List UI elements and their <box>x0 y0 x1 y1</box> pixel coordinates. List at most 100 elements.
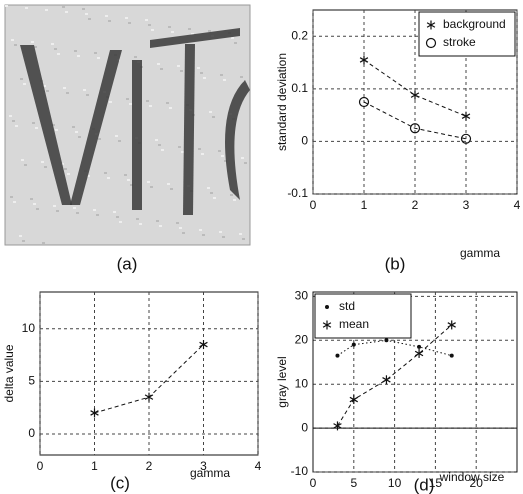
legend-box <box>314 293 412 339</box>
photo-texture <box>128 22 131 24</box>
photo-texture <box>20 78 23 80</box>
letter-stroke <box>225 80 250 200</box>
marker-shape <box>199 341 208 348</box>
photo-texture <box>45 9 48 11</box>
photo-texture <box>160 68 163 70</box>
photo-texture <box>32 122 35 124</box>
photo-texture <box>51 43 54 45</box>
marker-star <box>426 20 436 30</box>
marker-star <box>144 392 154 402</box>
marker-dot <box>384 338 389 343</box>
y-tick-label: -10 <box>291 464 309 478</box>
photo-texture <box>167 183 170 185</box>
photo-texture <box>86 94 89 96</box>
legend-label: mean <box>339 317 369 331</box>
marker-dot <box>449 353 454 358</box>
y-axis-label: delta value <box>2 344 16 402</box>
caption: (c) <box>110 473 130 492</box>
photo-texture <box>87 175 90 177</box>
photo-texture <box>209 111 212 113</box>
photo-texture <box>191 33 194 35</box>
marker-shape <box>358 96 370 108</box>
photo-texture <box>182 232 185 234</box>
photo-texture <box>242 238 245 240</box>
photo-texture <box>30 198 33 200</box>
photo-texture <box>241 157 244 159</box>
photo-texture <box>145 19 148 21</box>
photo-texture <box>197 67 200 69</box>
marker-star <box>90 408 99 418</box>
x-tick-label: 10 <box>388 476 402 490</box>
marker-circle <box>460 133 472 144</box>
x-tick-label: 1 <box>361 198 368 212</box>
letter-stroke <box>132 60 142 210</box>
photo-texture <box>73 207 76 209</box>
photo-texture <box>139 223 142 225</box>
marker-star <box>349 395 359 405</box>
y-tick-label: -0.1 <box>287 186 308 200</box>
photo-texture <box>223 79 226 81</box>
photo-texture <box>134 56 137 58</box>
photo-texture <box>10 196 13 198</box>
photo-texture <box>75 131 78 133</box>
photo-texture <box>150 186 153 188</box>
photo-texture <box>224 160 227 162</box>
photo-texture <box>168 26 171 28</box>
photo-texture <box>9 115 12 117</box>
photo-texture <box>94 52 97 54</box>
marker-shape <box>90 410 99 416</box>
marker-shape <box>449 353 454 358</box>
marker-shape <box>335 353 340 358</box>
marker-star <box>447 320 456 330</box>
marker-star <box>199 340 208 350</box>
photo-texture <box>207 187 210 189</box>
marker-shape <box>359 57 369 63</box>
x-tick-label: 3 <box>200 459 207 473</box>
photo-texture <box>157 63 160 65</box>
photo-texture <box>156 220 159 222</box>
photo-texture <box>54 48 57 50</box>
photo-texture <box>65 11 68 13</box>
photo-texture <box>66 92 69 94</box>
photo-texture <box>170 188 173 190</box>
caption: (b) <box>385 254 406 273</box>
photo-texture <box>82 8 85 10</box>
caption: (d) <box>414 475 435 494</box>
photo-texture <box>108 20 111 22</box>
marker-dot <box>325 305 329 309</box>
marker-circle <box>358 96 370 108</box>
x-tick-label: 1 <box>91 459 98 473</box>
fit-line <box>363 59 467 117</box>
photo-texture <box>5 5 8 7</box>
photo-texture <box>188 28 191 30</box>
photo-texture <box>105 15 108 17</box>
marker-shape <box>351 342 356 347</box>
photo-texture <box>244 162 247 164</box>
photo-texture <box>107 177 110 179</box>
photo-texture <box>24 164 27 166</box>
photo-texture <box>13 201 16 203</box>
marker-shape <box>382 377 391 383</box>
photo-texture <box>230 194 233 196</box>
marker-circle <box>425 37 437 49</box>
photo-texture <box>221 155 224 157</box>
photo-texture <box>179 227 182 229</box>
photo-texture <box>62 6 65 8</box>
photo-texture <box>146 100 149 102</box>
marker-shape <box>409 123 421 134</box>
photo-texture <box>213 197 216 199</box>
letter-stroke <box>70 50 122 205</box>
photo-texture <box>218 150 221 152</box>
y-tick-label: 10 <box>295 376 309 390</box>
marker-circle <box>409 123 421 134</box>
photo-texture <box>199 229 202 231</box>
photo-texture <box>233 199 236 201</box>
x-tick-label: 2 <box>146 459 153 473</box>
letter-stroke <box>150 28 240 48</box>
photo-texture <box>11 39 14 41</box>
photo-texture <box>97 57 100 59</box>
marker-shape <box>325 305 329 309</box>
photo-texture <box>234 42 237 44</box>
marker-shape <box>414 350 424 357</box>
photo-texture <box>169 107 172 109</box>
